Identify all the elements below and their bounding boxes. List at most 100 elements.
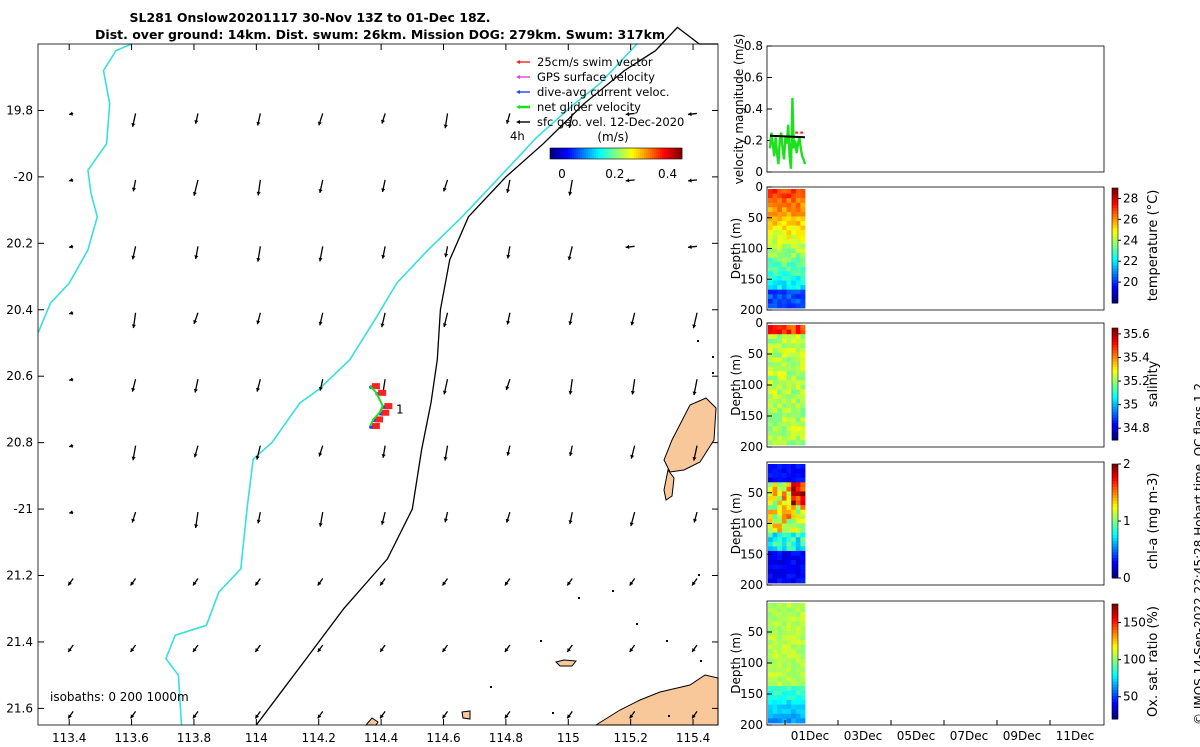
heatmap-cell bbox=[781, 334, 787, 340]
colorbar-cell bbox=[1112, 409, 1118, 413]
colorbar-cell bbox=[1112, 707, 1118, 711]
heatmap-cell bbox=[768, 221, 774, 227]
heatmap-cell bbox=[786, 417, 792, 423]
heatmap-cell bbox=[781, 329, 787, 335]
colorbar-cell bbox=[1112, 328, 1118, 332]
heatmap-cell bbox=[768, 528, 774, 534]
heatmap-cell bbox=[795, 216, 801, 222]
heatmap-cell bbox=[781, 189, 787, 194]
velocity-arrow-head bbox=[68, 647, 72, 652]
heatmap-cell bbox=[786, 699, 792, 705]
heatmap-cell bbox=[768, 496, 774, 502]
heatmap-cell bbox=[791, 663, 797, 669]
heatmap-cell bbox=[800, 189, 806, 194]
heatmap-cell bbox=[791, 473, 797, 479]
depth-y-tick-label: 50 bbox=[748, 625, 763, 639]
heatmap-cell bbox=[791, 496, 797, 502]
heatmap-cell bbox=[795, 253, 801, 259]
heatmap-cell bbox=[800, 234, 806, 240]
colorbar-cell bbox=[576, 148, 579, 159]
heatmap-cell bbox=[800, 695, 806, 701]
heatmap-cell bbox=[768, 426, 774, 432]
heatmap-cell bbox=[781, 285, 787, 291]
heatmap-cell bbox=[768, 626, 774, 632]
heatmap-cell bbox=[791, 464, 797, 469]
heatmap-cell bbox=[781, 569, 787, 575]
heatmap-cell bbox=[781, 537, 787, 543]
colorbar-cell bbox=[578, 148, 581, 159]
heatmap-cell bbox=[786, 635, 792, 641]
colorbar-cell bbox=[1112, 658, 1118, 662]
map-y-tick-label: 19.8 bbox=[6, 103, 33, 117]
heatmap-cell bbox=[791, 412, 797, 418]
heatmap-cell bbox=[777, 690, 783, 696]
heatmap-cell bbox=[791, 607, 797, 613]
heatmap-cell bbox=[768, 555, 774, 561]
heatmap-cell bbox=[772, 366, 778, 372]
heatmap-cell bbox=[772, 505, 778, 511]
heatmap-cell bbox=[781, 709, 787, 715]
heatmap-cell bbox=[781, 491, 787, 497]
colorbar-cell bbox=[1112, 506, 1118, 511]
heatmap-cell bbox=[791, 338, 797, 344]
heatmap-cell bbox=[768, 371, 774, 377]
heatmap-cell bbox=[795, 329, 801, 335]
colorbar-cell bbox=[1112, 549, 1118, 553]
velocity-arrow-head bbox=[380, 647, 384, 652]
colorbar-label: temperature (°C) bbox=[1146, 190, 1161, 302]
colorbar-cell bbox=[1112, 560, 1118, 565]
colorbar-tick-label: 0 bbox=[1123, 571, 1131, 585]
heatmap-cell bbox=[800, 280, 806, 286]
heatmap-cell bbox=[768, 243, 774, 249]
heatmap-cell bbox=[768, 198, 774, 204]
velocity-arrow-head bbox=[317, 121, 322, 126]
islet-dot bbox=[612, 590, 614, 592]
heatmap-cell bbox=[795, 266, 801, 272]
heatmap-cell bbox=[768, 500, 774, 506]
colorbar-cell bbox=[1112, 268, 1118, 272]
heatmap-cell bbox=[768, 225, 774, 231]
colorbar-cell bbox=[612, 148, 615, 159]
heatmap-cell bbox=[795, 468, 801, 474]
heatmap-cell bbox=[800, 421, 806, 427]
heatmap-cell bbox=[781, 541, 787, 547]
heatmap-cell bbox=[777, 607, 783, 613]
heatmap-cell bbox=[786, 518, 792, 524]
heatmap-cell bbox=[772, 713, 778, 719]
heatmap-cell bbox=[768, 578, 774, 584]
heatmap-cell bbox=[791, 695, 797, 701]
heatmap-cell bbox=[768, 248, 774, 254]
heatmap-cell bbox=[777, 221, 783, 227]
heatmap-cell bbox=[772, 686, 778, 692]
heatmap-cell bbox=[786, 338, 792, 344]
depth-y-tick-label: 100 bbox=[740, 517, 763, 531]
colorbar-cell bbox=[618, 148, 621, 159]
heatmap-cell bbox=[786, 408, 792, 414]
heatmap-cell bbox=[772, 564, 778, 570]
heatmap-cell bbox=[772, 239, 778, 245]
heatmap-cell bbox=[772, 334, 778, 340]
heatmap-cell bbox=[781, 275, 787, 281]
heatmap-cell bbox=[772, 464, 778, 469]
heatmap-cell bbox=[781, 681, 787, 687]
heatmap-cell bbox=[795, 537, 801, 543]
heatmap-cell bbox=[791, 667, 797, 673]
velocity-arrow-head bbox=[130, 714, 135, 719]
heatmap-cell bbox=[795, 486, 801, 492]
colorbar-cell bbox=[638, 148, 641, 159]
heatmap-cell bbox=[795, 658, 801, 664]
heatmap-cell bbox=[768, 564, 774, 570]
heatmap-cell bbox=[800, 343, 806, 349]
heatmap-cell bbox=[786, 266, 792, 272]
depth-y-tick-label: 200 bbox=[740, 578, 763, 592]
heatmap-cell bbox=[795, 541, 801, 547]
heatmap-cell bbox=[777, 713, 783, 719]
colorbar-cell bbox=[1112, 575, 1118, 579]
heatmap-cell bbox=[768, 560, 774, 566]
colorbar-cell bbox=[550, 148, 553, 159]
heatmap-cell bbox=[781, 546, 787, 552]
heatmap-cell bbox=[800, 361, 806, 367]
heatmap-cell bbox=[795, 202, 801, 208]
heatmap-cell bbox=[800, 366, 806, 372]
colorbar-cell bbox=[1112, 277, 1118, 281]
